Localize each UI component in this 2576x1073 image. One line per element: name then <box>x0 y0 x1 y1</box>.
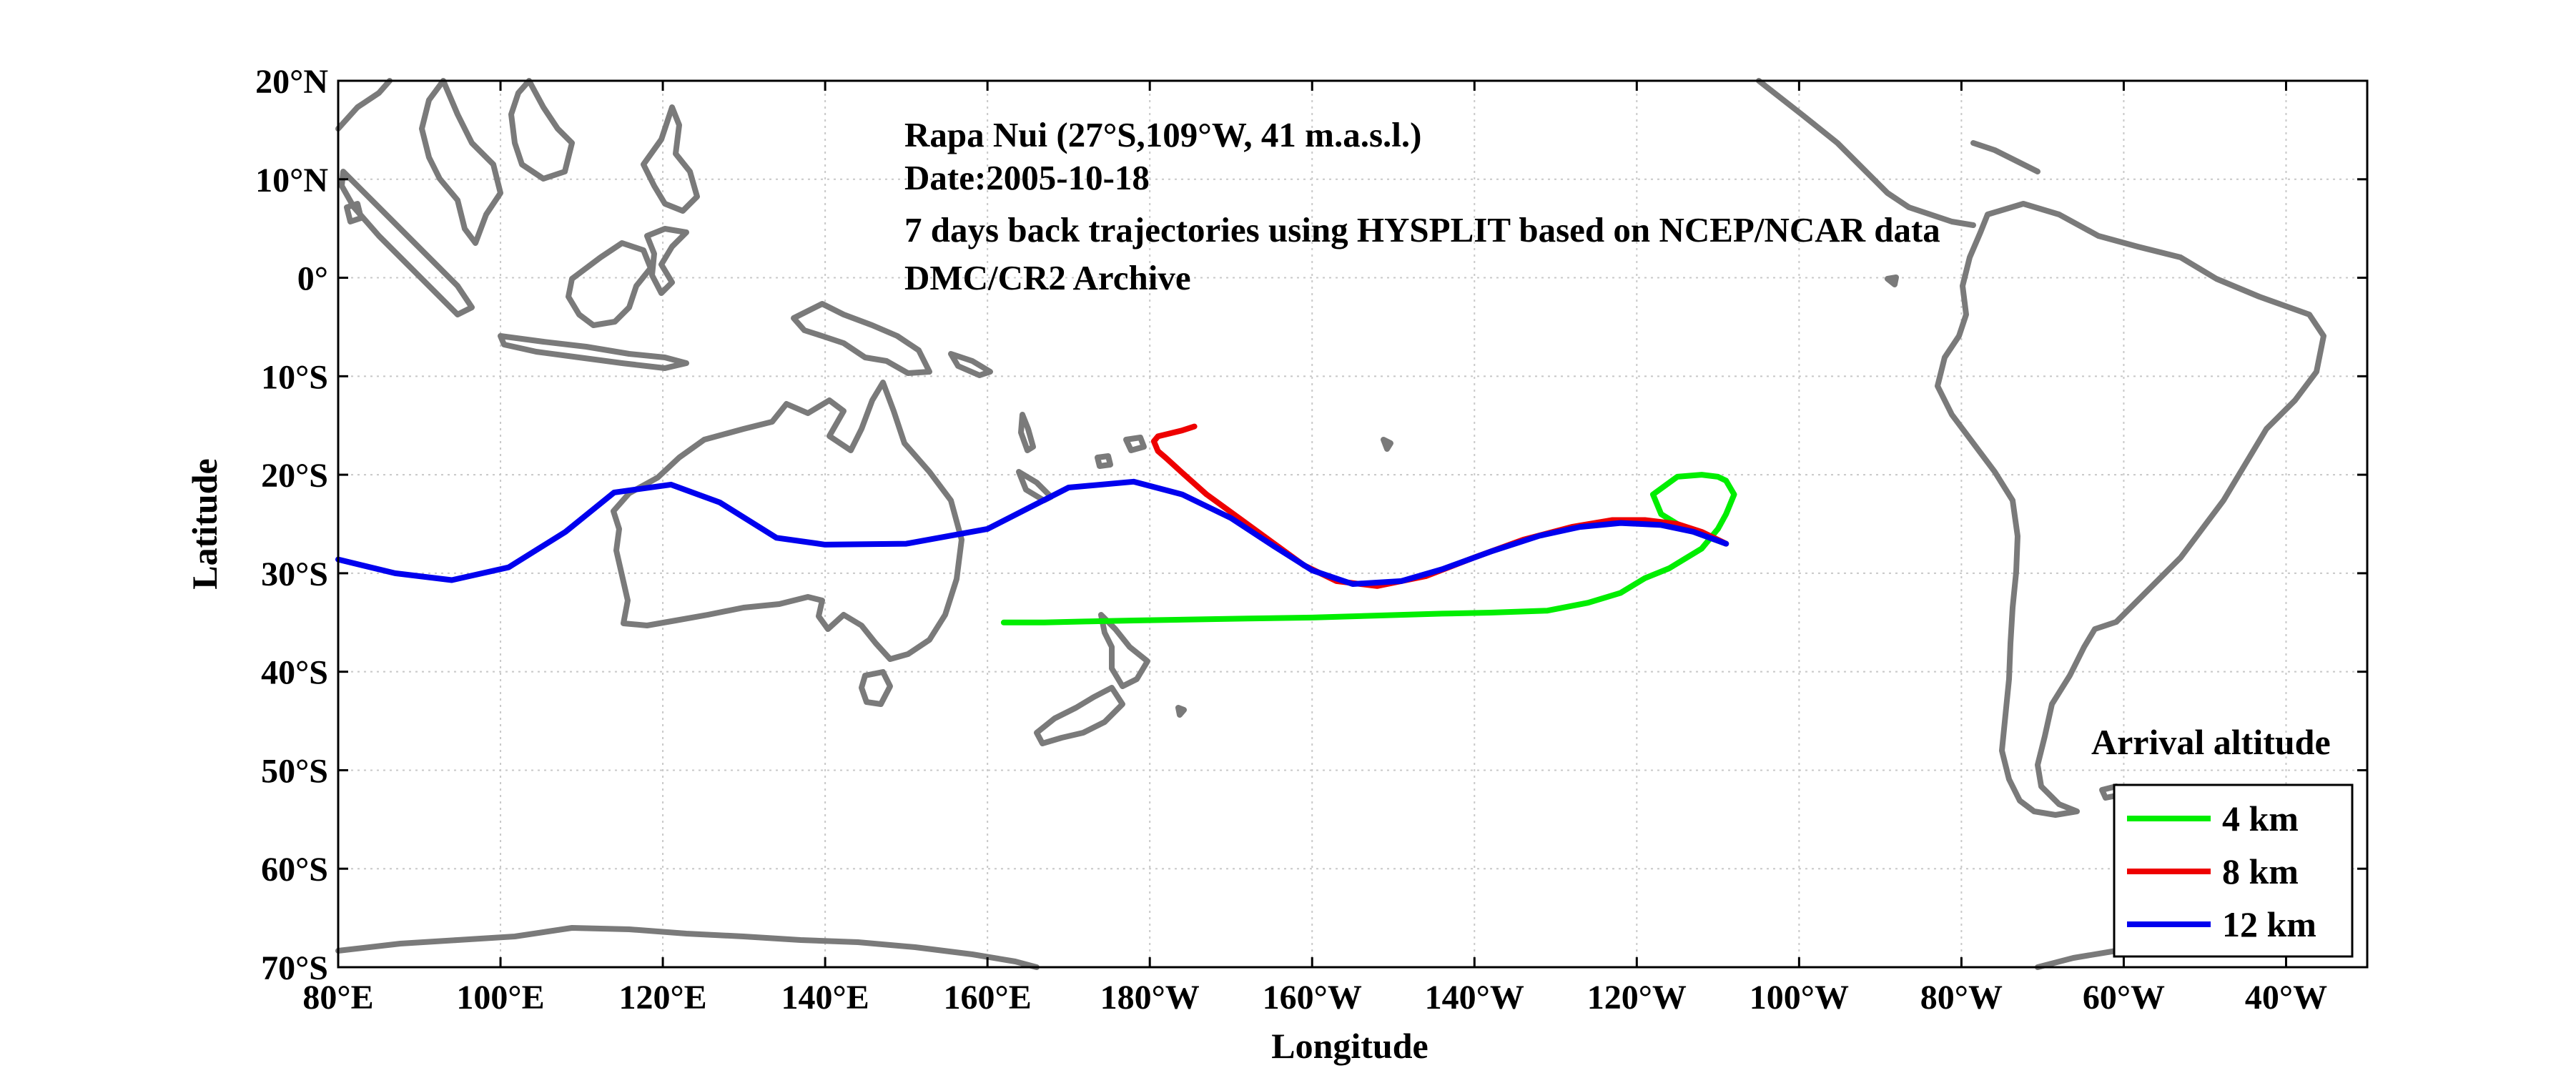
y-axis-ticks: 20°N 10°N 0° 10°S 20°S 30°S 40°S 50°S 60°S 70°S <box>255 63 2367 987</box>
x-tick-label: 180°W <box>1100 979 1200 1017</box>
x-tick-label: 100°E <box>456 979 544 1017</box>
legend-title: Arrival altitude <box>2091 722 2331 762</box>
x-tick-label: 80°W <box>1920 979 2003 1017</box>
x-axis-label: Longitude <box>1271 1026 1428 1066</box>
trajectories <box>335 423 1737 625</box>
chatham-island-coastline <box>1175 705 1187 718</box>
y-tick-label: 30°S <box>261 555 328 593</box>
australia-coastline <box>611 380 964 662</box>
y-tick-label: 20°S <box>261 457 328 495</box>
new-zealand-south-coastline <box>1034 685 1125 746</box>
legend-label-12-km: 12 km <box>2222 904 2316 944</box>
galapagos-coastline <box>1885 275 1899 287</box>
y-tick-label: 20°N <box>255 63 328 101</box>
caribbean-coastline <box>1970 140 2040 174</box>
borneo-coastline <box>566 240 653 328</box>
x-tick-label: 140°W <box>1425 979 1524 1017</box>
x-tick-label: 100°W <box>1750 979 1849 1017</box>
annotation-block: Rapa Nui (27°S,109°W, 41 m.a.s.l.) Date:… <box>904 115 1940 297</box>
fiji-coastline <box>1123 435 1147 453</box>
legend-label-4-km: 4 km <box>2222 798 2299 839</box>
x-tick-label: 120°E <box>618 979 706 1017</box>
y-tick-label: 50°S <box>261 752 328 790</box>
coastlines <box>335 78 2326 970</box>
trajectory-line-12-km <box>335 478 1729 587</box>
central-america-coastline <box>1756 78 1976 228</box>
x-tick-label: 140°E <box>781 979 869 1017</box>
sri-lanka-coastline <box>344 201 364 224</box>
hawaii-coastline <box>1381 437 1393 452</box>
india-coastline <box>335 78 393 132</box>
indochina-coastline <box>419 78 503 246</box>
x-tick-label: 160°W <box>1263 979 1362 1017</box>
java-coastline <box>498 333 689 371</box>
sulawesi-coastline <box>644 226 689 296</box>
legend: 4 km 8 km 12 km <box>2113 783 2354 958</box>
philippines-coastline <box>641 104 700 214</box>
trajectory-line-4-km <box>1000 472 1737 625</box>
legend-label-8-km: 8 km <box>2222 851 2299 891</box>
x-tick-label: 60°W <box>2083 979 2165 1017</box>
y-tick-label: 10°N <box>255 162 328 199</box>
vanuatu-coastline <box>1018 412 1036 453</box>
y-tick-label: 40°S <box>261 654 328 692</box>
annotation-archive: DMC/CR2 Archive <box>904 258 1191 297</box>
x-tick-label: 120°W <box>1587 979 1687 1017</box>
tasmania-coastline <box>859 669 893 707</box>
x-tick-label: 40°W <box>2245 979 2327 1017</box>
annotation-method: 7 days back trajectories using HYSPLIT b… <box>904 210 1940 249</box>
y-tick-label: 70°S <box>261 949 328 987</box>
annotation-site: Rapa Nui (27°S,109°W, 41 m.a.s.l.) <box>904 115 1421 154</box>
asia-coastline <box>508 78 575 182</box>
x-tick-label: 80°E <box>302 979 373 1017</box>
x-axis-ticks: 80°E 100°E 120°E 140°E 160°E 180°W 160°W 140°W 1… <box>302 81 2327 1017</box>
new-zealand-north-coastline <box>1098 612 1150 689</box>
south-america-coastline <box>1935 201 2326 818</box>
y-tick-label: 10°S <box>261 358 328 396</box>
plot-frame <box>337 79 2369 969</box>
antarctica-coastline-west <box>335 925 1040 970</box>
annotation-date: Date:2005-10-18 <box>904 158 1150 197</box>
new-guinea-coastline <box>791 301 932 376</box>
fiji-coastline-2 <box>1095 453 1113 469</box>
y-tick-label: 60°S <box>261 851 328 889</box>
y-axis-label: Latitude <box>184 458 224 589</box>
solomon-islands-coastline <box>948 351 993 378</box>
x-tick-label: 160°E <box>944 979 1032 1017</box>
y-tick-label: 0° <box>297 260 328 298</box>
